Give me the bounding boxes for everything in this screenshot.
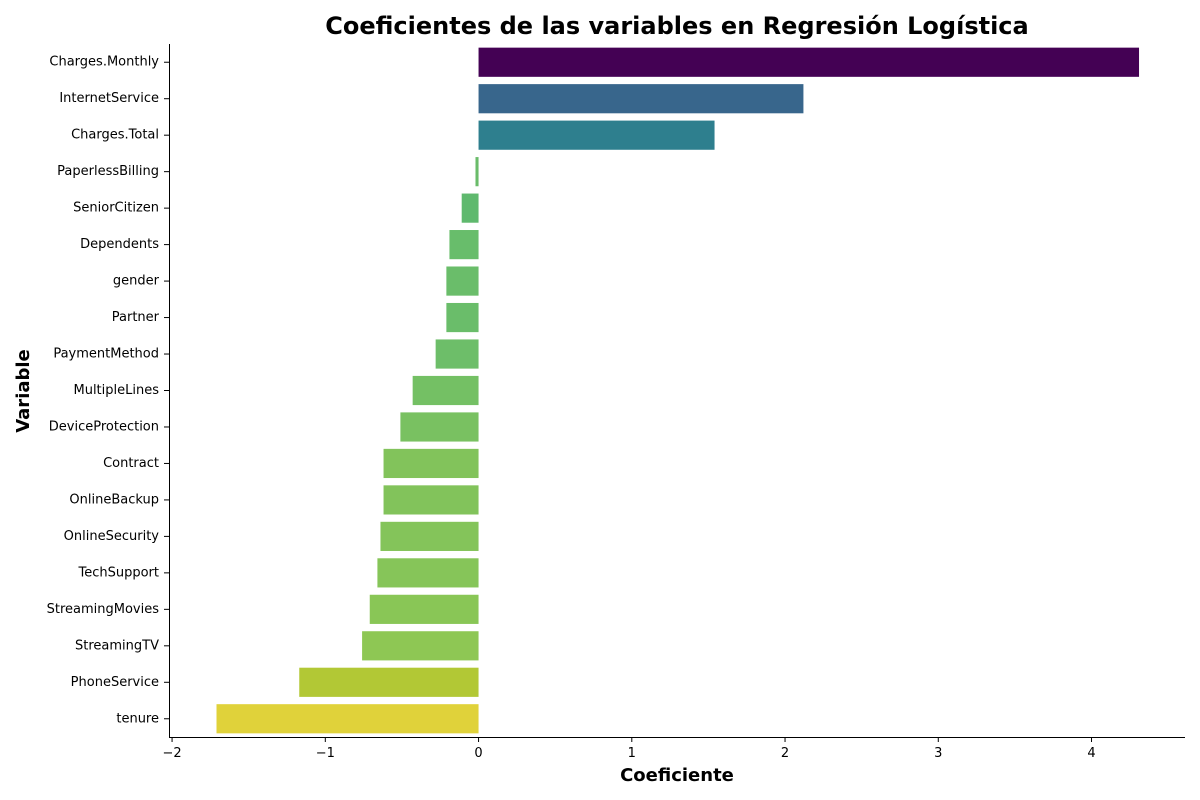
bar-charges-monthly	[478, 47, 1140, 77]
x-axis-label: Coeficiente	[620, 765, 734, 786]
bar-streamingmovies	[369, 594, 479, 624]
x-tick-label: 2	[781, 746, 789, 761]
y-tick-label: StreamingTV	[75, 638, 159, 653]
y-tick-label: PhoneService	[71, 675, 159, 690]
y-tick-label: PaperlessBilling	[57, 164, 159, 179]
x-ticks-group: −2 −1 0 1 2 3 4	[162, 737, 1096, 761]
bars-group	[216, 47, 1140, 734]
bar-streamingtv	[362, 631, 479, 661]
y-tick-label: MultipleLines	[73, 383, 159, 398]
x-tick-label: −2	[162, 746, 181, 761]
bar-paymentmethod	[435, 339, 479, 369]
y-tick-label: Charges.Total	[71, 128, 159, 143]
y-tick-label: SeniorCitizen	[73, 201, 159, 216]
bar-internetservice	[478, 84, 804, 114]
y-tick-label: Partner	[112, 310, 160, 325]
y-ticks-group: Charges.Monthly InternetService Charges.To…	[47, 55, 169, 726]
y-tick-label: PaymentMethod	[53, 347, 159, 362]
bar-techsupport	[377, 558, 479, 588]
x-tick-label: 1	[628, 746, 636, 761]
y-tick-label: Contract	[103, 456, 159, 471]
y-tick-label: OnlineBackup	[69, 492, 159, 507]
x-tick-label: −1	[316, 746, 335, 761]
bar-dependents	[449, 230, 479, 260]
y-tick-label: OnlineSecurity	[64, 529, 160, 544]
chart-title: Coeficientes de las variables en Regresi…	[325, 12, 1028, 40]
y-tick-label: InternetService	[59, 91, 159, 106]
bar-onlinebackup	[383, 485, 479, 515]
bar-partner	[446, 302, 479, 333]
y-tick-label: StreamingMovies	[47, 602, 160, 617]
bar-contract	[383, 448, 479, 479]
x-tick-label: 3	[934, 746, 942, 761]
bar-gender	[446, 266, 479, 296]
y-tick-label: gender	[113, 274, 160, 289]
y-tick-label: Charges.Monthly	[49, 55, 159, 70]
bar-seniorcitizen	[461, 193, 479, 223]
bar-charges-total	[478, 120, 715, 150]
bar-tenure	[216, 704, 479, 734]
bar-onlinesecurity	[380, 521, 479, 551]
bar-phoneservice	[299, 667, 479, 697]
x-tick-label: 0	[474, 746, 482, 761]
y-tick-label: DeviceProtection	[49, 419, 159, 434]
y-axis-label: Variable	[13, 349, 34, 433]
bar-deviceprotection	[400, 412, 479, 442]
y-tick-label: TechSupport	[77, 565, 159, 580]
y-tick-label: tenure	[116, 711, 159, 726]
y-tick-label: Dependents	[80, 237, 159, 252]
bar-paperlessbilling	[475, 157, 479, 187]
bar-multiplelines	[412, 375, 479, 406]
x-tick-label: 4	[1087, 746, 1095, 761]
